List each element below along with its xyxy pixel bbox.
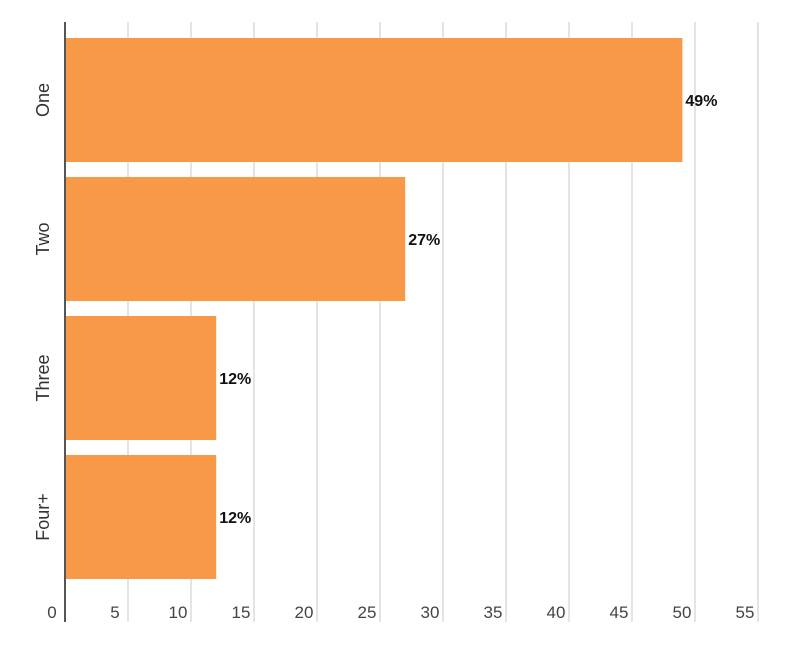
data-label-two: 27%: [408, 232, 440, 249]
data-label-one: 49%: [685, 93, 717, 110]
data-label-three: 12%: [219, 371, 251, 388]
bar-four-: [65, 455, 217, 579]
x-tick-label-25: 25: [358, 603, 377, 622]
x-tick-label-55: 55: [736, 603, 755, 622]
x-tick-label-20: 20: [295, 603, 314, 622]
x-tick-label-40: 40: [547, 603, 566, 622]
category-label-three: Three: [33, 354, 53, 401]
data-label-four-: 12%: [219, 510, 251, 527]
x-tick-label-45: 45: [610, 603, 629, 622]
category-label-two: Two: [33, 222, 53, 255]
bar-two: [65, 177, 406, 301]
category-label-one: One: [33, 83, 53, 117]
x-tick-label-50: 50: [673, 603, 692, 622]
category-label-four-: Four+: [33, 493, 53, 541]
x-tick-label-10: 10: [169, 603, 188, 622]
x-tick-label-35: 35: [484, 603, 503, 622]
labels: 0 5 10 15 20 25 30 35 40 45 50 55 One Two Three Four+ 49…: [33, 83, 754, 622]
bars: [65, 38, 683, 579]
bar-one: [65, 38, 683, 162]
x-tick-label-30: 30: [421, 603, 440, 622]
bar-three: [65, 316, 217, 440]
x-tick-label-15: 15: [232, 603, 251, 622]
x-tick-label-5: 5: [110, 603, 119, 622]
x-tick-label-0: 0: [47, 603, 56, 622]
